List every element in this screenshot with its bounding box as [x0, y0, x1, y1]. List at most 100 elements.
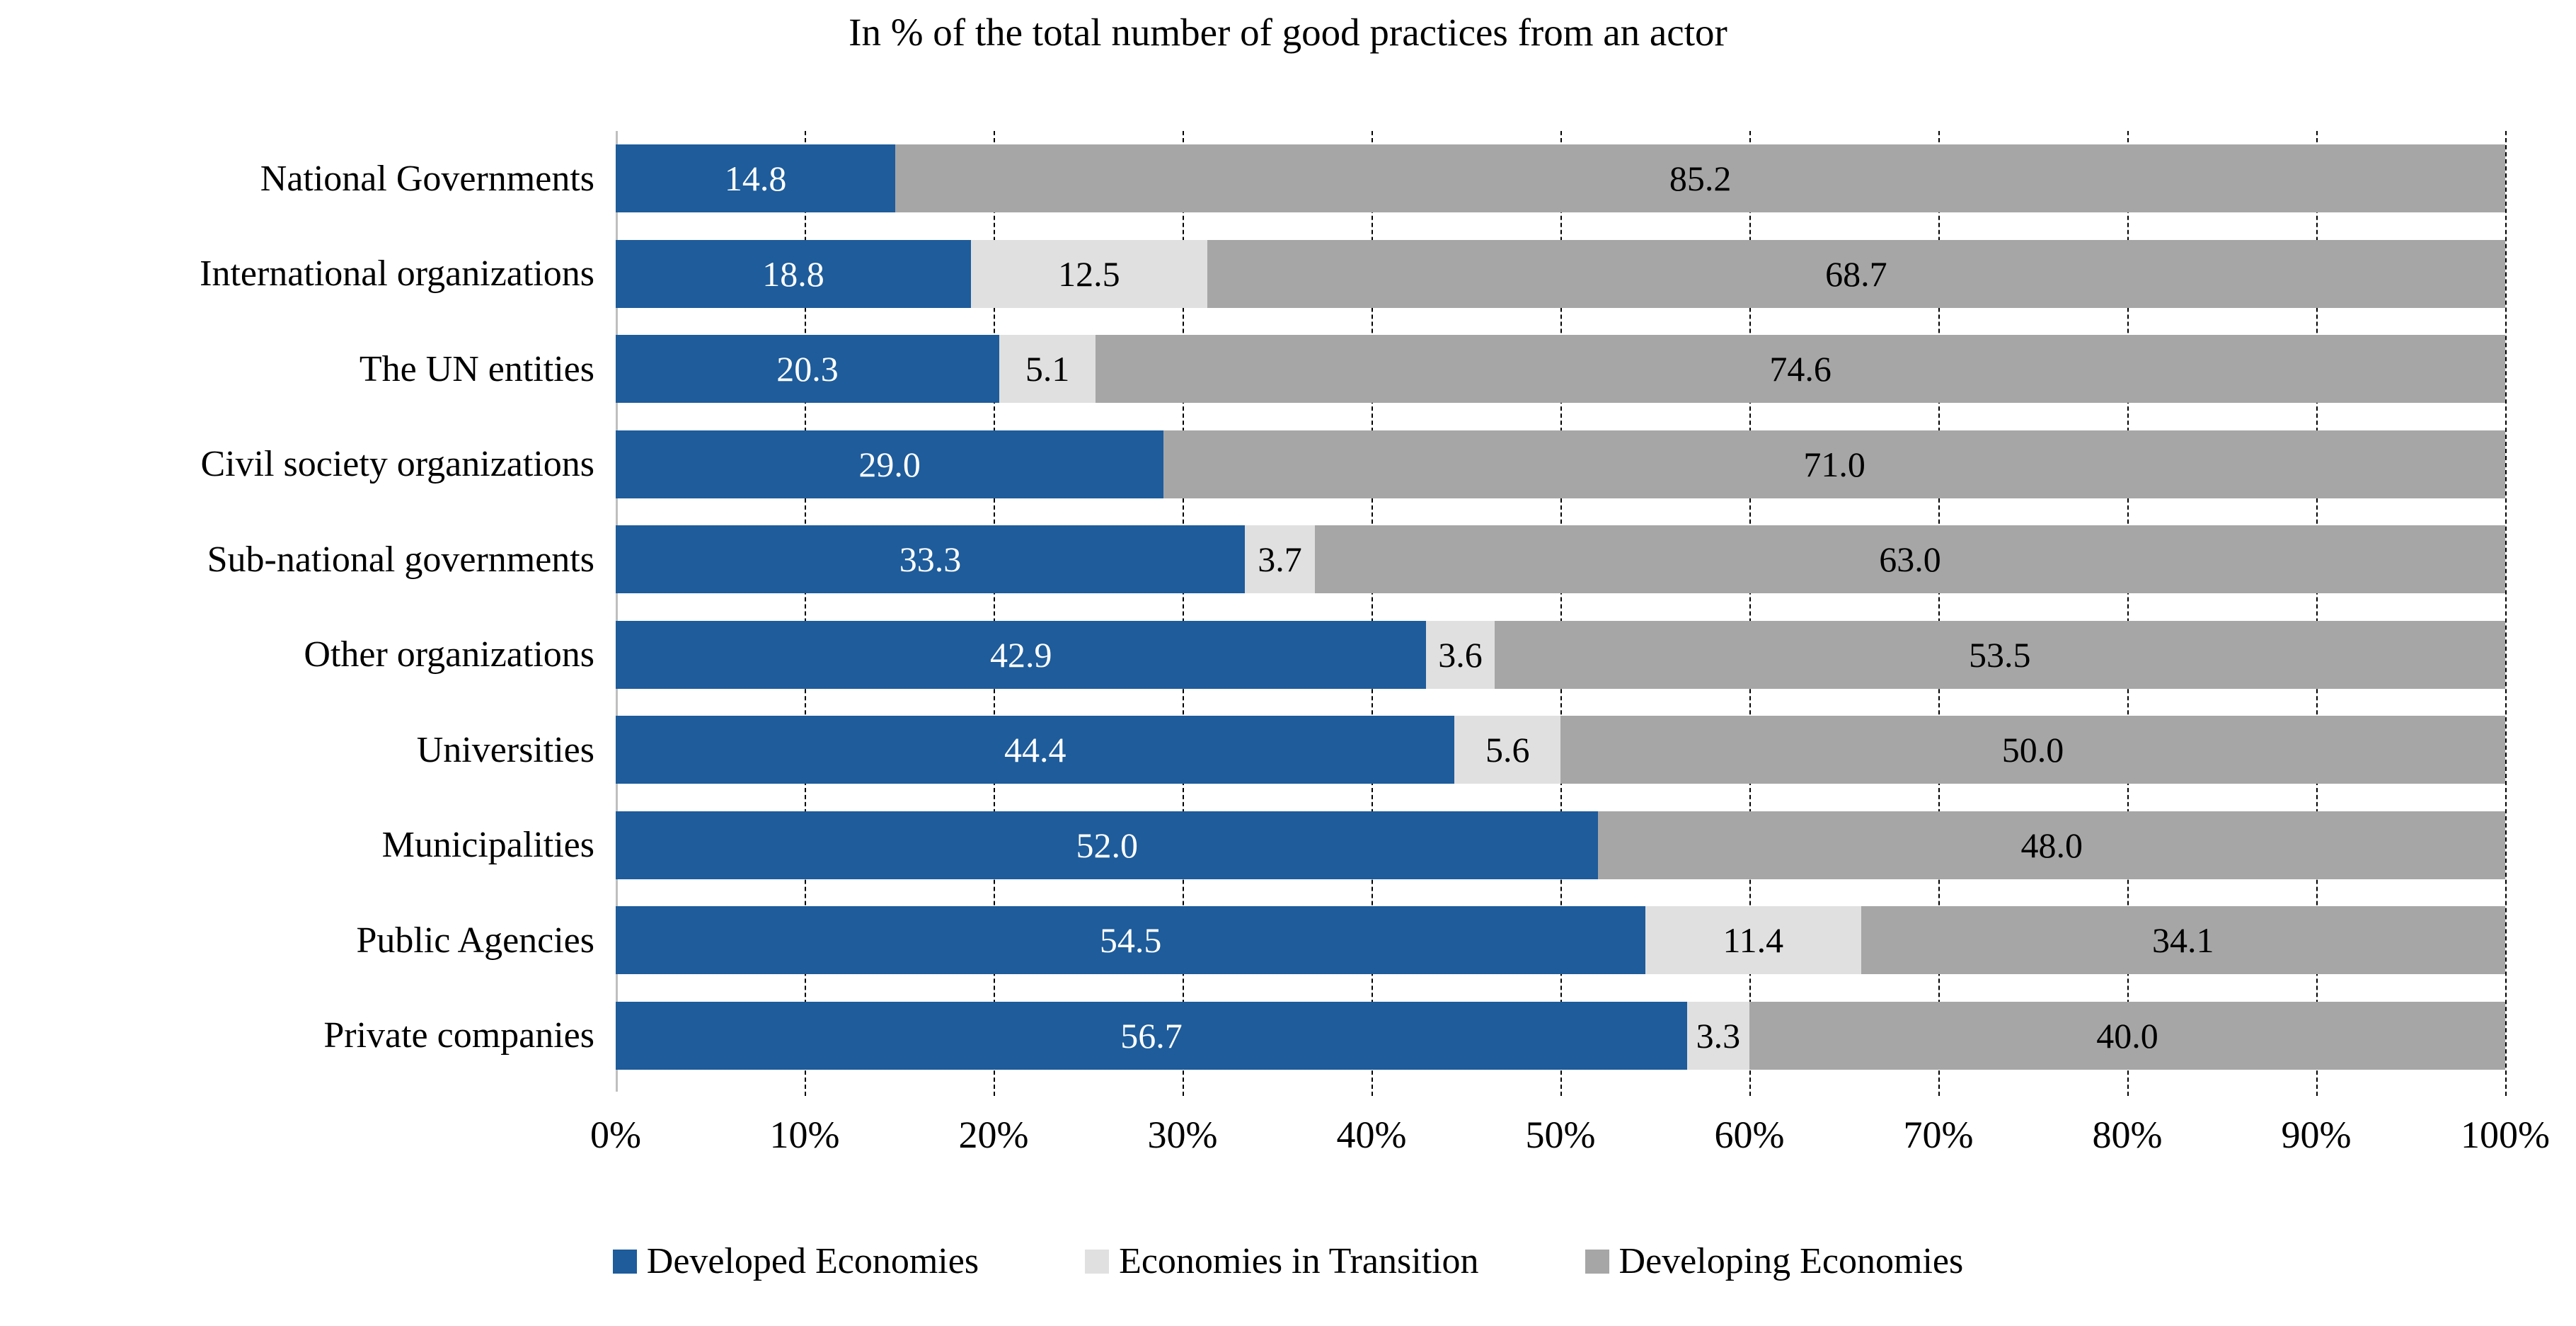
bar-segment-developing: 85.2 — [895, 144, 2505, 213]
plot-area: 14.8 85.2 18.8 12.5 68.7 20.3 5.1 74.6 29.0 71.0 3… — [616, 131, 2507, 1096]
stacked-bar: 33.3 3.7 63.0 — [616, 525, 2505, 594]
bar-value-label: 53.5 — [1969, 634, 2031, 675]
legend-swatch-developing — [1585, 1249, 1609, 1274]
bar-segment-developed: 33.3 — [616, 525, 1246, 594]
bar-segment-developing: 68.7 — [1207, 239, 2505, 308]
bar-value-label: 11.4 — [1723, 920, 1784, 961]
category-label: National Governments — [260, 158, 594, 199]
category-label: International organizations — [200, 253, 594, 295]
legend-swatch-transition — [1085, 1249, 1110, 1274]
y-axis-line — [616, 131, 618, 1092]
bar-row: 20.3 5.1 74.6 — [616, 321, 2505, 417]
bar-row: 56.7 3.3 40.0 — [616, 988, 2505, 1084]
bar-value-label: 34.1 — [2152, 920, 2214, 961]
category-label: The UN entities — [359, 348, 594, 389]
bar-segment-developed: 56.7 — [616, 1001, 1687, 1070]
x-tick-label: 100% — [2461, 1114, 2550, 1156]
bar-segment-developed: 18.8 — [616, 239, 971, 308]
bar-segment-developed: 52.0 — [616, 811, 1599, 879]
bar-row: 54.5 11.4 34.1 — [616, 893, 2505, 988]
legend-item: Developed Economies — [612, 1240, 979, 1282]
legend: Developed Economies Economies in Transiti… — [0, 1240, 2576, 1282]
bar-value-label: 42.9 — [989, 634, 1052, 675]
category-label: Other organizations — [304, 634, 594, 675]
legend-label: Developing Economies — [1618, 1241, 1964, 1281]
bar-value-label: 50.0 — [2001, 730, 2064, 770]
stacked-bar: 18.8 12.5 68.7 — [616, 239, 2505, 308]
gridline — [2316, 131, 2318, 1096]
stacked-bar: 20.3 5.1 74.6 — [616, 335, 2505, 404]
chart-area: National Governments International organi… — [0, 131, 2576, 1096]
bar-value-label: 71.0 — [1803, 444, 1865, 484]
x-tick-label: 30% — [1147, 1114, 1218, 1156]
stacked-bar: 56.7 3.3 40.0 — [616, 1001, 2505, 1070]
x-tick-label: 40% — [1336, 1114, 1407, 1156]
bar-value-label: 14.8 — [724, 159, 787, 199]
bar-segment-developing: 48.0 — [1598, 811, 2505, 879]
bar-value-label: 52.0 — [1076, 825, 1138, 865]
legend-item: Economies in Transition — [1085, 1240, 1479, 1282]
gridline — [1372, 131, 1373, 1096]
x-tick-label: 60% — [1714, 1114, 1785, 1156]
bar-value-label: 85.2 — [1669, 159, 1732, 199]
stacked-bar: 52.0 48.0 — [616, 811, 2505, 879]
stacked-bar: 14.8 85.2 — [616, 144, 2505, 213]
gridline — [994, 131, 995, 1096]
bar-row: 42.9 3.6 53.5 — [616, 607, 2505, 703]
x-tick-label: 70% — [1903, 1114, 1974, 1156]
gridline — [2127, 131, 2129, 1096]
bar-value-label: 5.1 — [1025, 349, 1070, 389]
category-label: Public Agencies — [356, 920, 594, 961]
bar-segment-developing: 71.0 — [1163, 430, 2505, 498]
bar-row: 14.8 85.2 — [616, 131, 2505, 227]
gridline — [1938, 131, 1940, 1096]
bar-segment-developing: 50.0 — [1560, 716, 2505, 784]
legend-swatch-developed — [612, 1249, 637, 1274]
bar-segment-transition: 3.6 — [1426, 620, 1495, 689]
bar-segment-developed: 54.5 — [616, 906, 1646, 975]
bar-segment-transition: 3.3 — [1686, 1001, 1749, 1070]
legend-label: Developed Economies — [646, 1241, 979, 1281]
bar-segment-transition: 11.4 — [1645, 906, 1861, 975]
stacked-bar: 54.5 11.4 34.1 — [616, 906, 2505, 975]
bar-segment-developed: 14.8 — [616, 144, 896, 213]
gridline — [1183, 131, 1184, 1096]
gridline — [1560, 131, 1562, 1096]
bar-segment-transition: 3.7 — [1245, 525, 1315, 594]
bar-value-label: 44.4 — [1004, 730, 1066, 770]
x-tick-label: 20% — [958, 1114, 1029, 1156]
category-label: Private companies — [323, 1015, 594, 1056]
x-tick-label: 10% — [769, 1114, 840, 1156]
bar-segment-developed: 44.4 — [616, 716, 1455, 784]
bar-value-label: 68.7 — [1825, 253, 1887, 294]
bar-segment-developing: 74.6 — [1096, 335, 2505, 404]
chart-title: In % of the total number of good practic… — [849, 11, 1727, 54]
bar-segment-developed: 29.0 — [616, 430, 1164, 498]
category-label: Universities — [416, 729, 594, 770]
legend-item: Developing Economies — [1585, 1240, 1964, 1282]
bar-segment-transition: 5.6 — [1454, 716, 1560, 784]
x-tick-label: 90% — [2281, 1114, 2352, 1156]
bar-segment-developing: 34.1 — [1861, 906, 2505, 975]
x-tick-label: 80% — [2092, 1114, 2163, 1156]
bar-value-label: 33.3 — [899, 539, 962, 580]
stacked-bar: 29.0 71.0 — [616, 430, 2505, 498]
bar-segment-developed: 20.3 — [616, 335, 999, 404]
x-axis: 0% 10% 20% 30% 40% 50% 60% 70% 80% 90% 100% — [590, 1113, 2550, 1162]
bar-value-label: 3.3 — [1696, 1015, 1741, 1056]
bar-row: 18.8 12.5 68.7 — [616, 227, 2505, 322]
bar-value-label: 74.6 — [1769, 349, 1832, 389]
bar-value-label: 18.8 — [762, 253, 824, 294]
bar-value-label: 63.0 — [1879, 539, 1941, 580]
bar-segment-developing: 40.0 — [1749, 1001, 2505, 1070]
x-tick-label: 0% — [590, 1114, 641, 1156]
x-tick-label: 50% — [1525, 1114, 1596, 1156]
bar-segment-transition: 5.1 — [999, 335, 1096, 404]
bar-value-label: 12.5 — [1058, 253, 1120, 294]
bar-row: 44.4 5.6 50.0 — [616, 702, 2505, 798]
bar-row: 52.0 48.0 — [616, 798, 2505, 893]
gridline — [2505, 131, 2507, 1096]
bar-segment-developed: 42.9 — [616, 620, 1427, 689]
legend-label: Economies in Transition — [1119, 1241, 1479, 1281]
category-label: Sub-national governments — [207, 539, 594, 580]
